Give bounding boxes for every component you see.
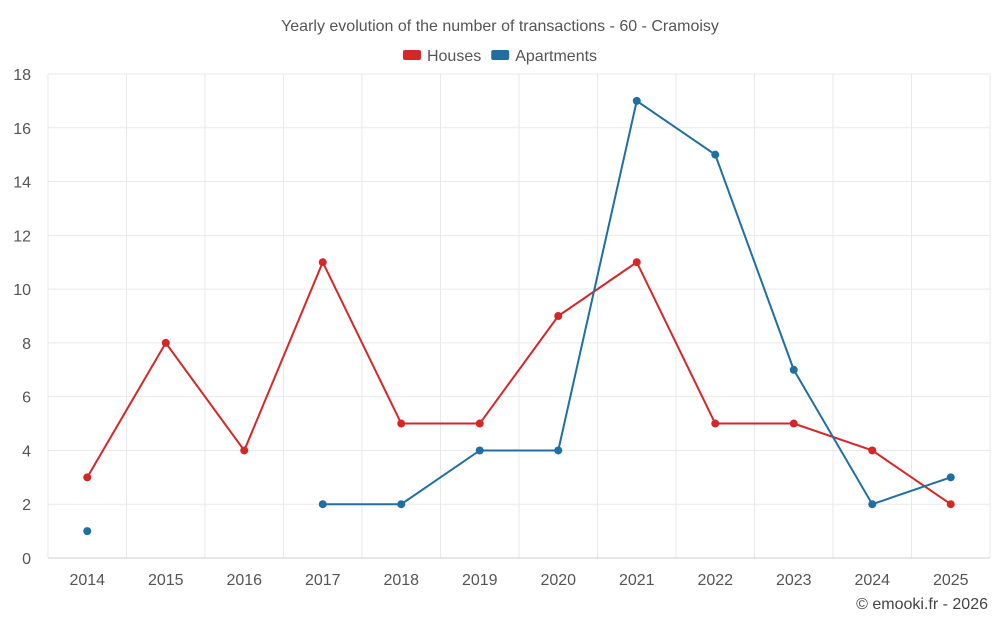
y-tick-label: 10 [13, 282, 31, 299]
data-point[interactable] [397, 419, 406, 428]
y-axis: 0 2 4 6 8 10 12 14 16 18 [13, 67, 31, 568]
x-tick-label: 2016 [226, 572, 262, 589]
series-houses [83, 258, 955, 509]
grid [47, 73, 991, 559]
series [83, 96, 955, 536]
data-point[interactable] [632, 258, 641, 267]
data-point[interactable] [475, 446, 484, 455]
x-tick-label: 2014 [69, 572, 105, 589]
x-tick-label: 2021 [619, 572, 655, 589]
y-tick-label: 8 [22, 336, 31, 353]
data-point[interactable] [475, 419, 484, 428]
y-tick-label: 16 [13, 121, 31, 138]
series-line [86, 259, 952, 506]
x-tick-label: 2018 [383, 572, 419, 589]
legend-swatch [491, 50, 510, 60]
y-tick-label: 6 [22, 390, 31, 407]
legend: Houses Apartments [402, 48, 597, 65]
x-tick-label: 2017 [305, 572, 341, 589]
data-point[interactable] [318, 258, 327, 267]
data-point[interactable] [83, 473, 92, 482]
x-tick-label: 2025 [933, 572, 969, 589]
x-axis: 2014 2015 2016 2017 2018 2019 2020 2021 2022 2023… [69, 572, 968, 589]
data-point[interactable] [789, 419, 798, 428]
data-point[interactable] [397, 500, 406, 509]
x-tick-label: 2023 [776, 572, 812, 589]
legend-label[interactable]: Apartments [515, 48, 597, 65]
data-point[interactable] [632, 96, 641, 105]
data-point[interactable] [868, 500, 877, 509]
y-tick-label: 0 [22, 551, 31, 568]
x-tick-label: 2024 [854, 572, 890, 589]
data-point[interactable] [946, 500, 955, 509]
data-point[interactable] [789, 365, 798, 374]
data-point[interactable] [554, 446, 563, 455]
chart-title: Yearly evolution of the number of transa… [281, 18, 719, 35]
credit-text: © emooki.fr - 2026 [856, 596, 988, 613]
data-point[interactable] [161, 338, 170, 347]
series-line [322, 99, 952, 506]
legend-label[interactable]: Houses [427, 48, 481, 65]
y-tick-label: 4 [22, 443, 31, 460]
x-tick-label: 2015 [148, 572, 184, 589]
y-tick-label: 14 [13, 175, 31, 192]
data-point[interactable] [318, 500, 327, 509]
data-point[interactable] [83, 527, 92, 536]
data-point[interactable] [711, 150, 720, 159]
data-point[interactable] [240, 446, 249, 455]
data-point[interactable] [946, 473, 955, 482]
x-tick-label: 2019 [462, 572, 498, 589]
y-tick-label: 18 [13, 67, 31, 84]
data-point[interactable] [554, 312, 563, 320]
data-point[interactable] [711, 419, 720, 428]
x-tick-label: 2022 [697, 572, 733, 589]
x-tick-label: 2020 [540, 572, 576, 589]
series-apartments [83, 96, 955, 536]
y-tick-label: 12 [13, 228, 31, 245]
data-point[interactable] [868, 446, 877, 455]
legend-swatch [402, 50, 421, 60]
y-tick-label: 2 [22, 497, 31, 514]
